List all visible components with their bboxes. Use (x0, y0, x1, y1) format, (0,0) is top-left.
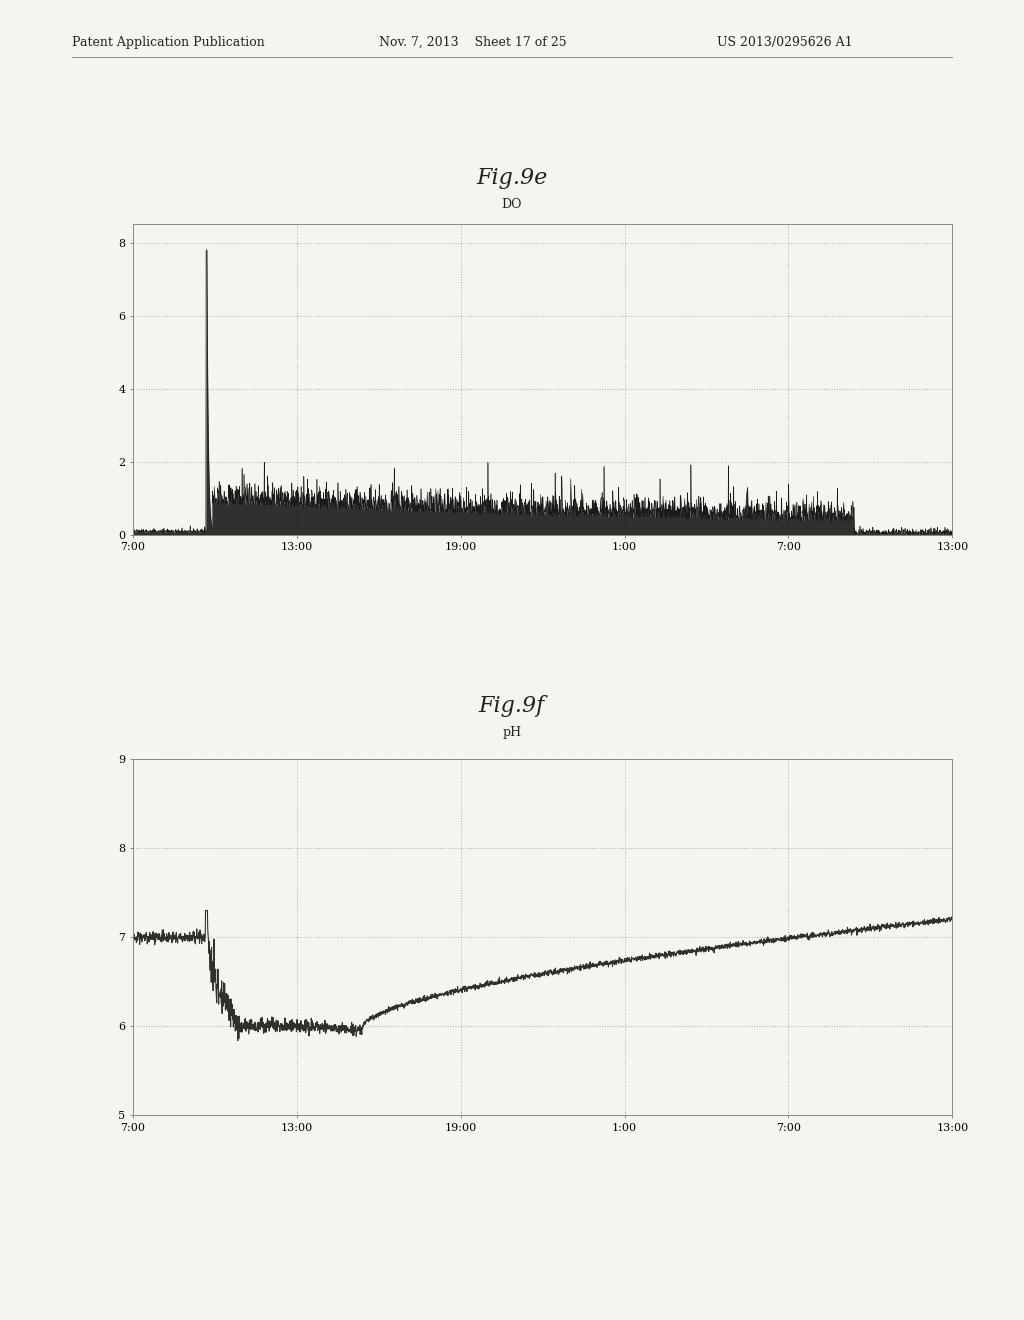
Text: Fig.9f: Fig.9f (479, 696, 545, 717)
Text: DO: DO (502, 198, 522, 211)
Text: US 2013/0295626 A1: US 2013/0295626 A1 (717, 36, 852, 49)
Text: Patent Application Publication: Patent Application Publication (72, 36, 264, 49)
Text: Nov. 7, 2013    Sheet 17 of 25: Nov. 7, 2013 Sheet 17 of 25 (379, 36, 566, 49)
Text: pH: pH (503, 726, 521, 739)
Text: Fig.9e: Fig.9e (476, 168, 548, 189)
